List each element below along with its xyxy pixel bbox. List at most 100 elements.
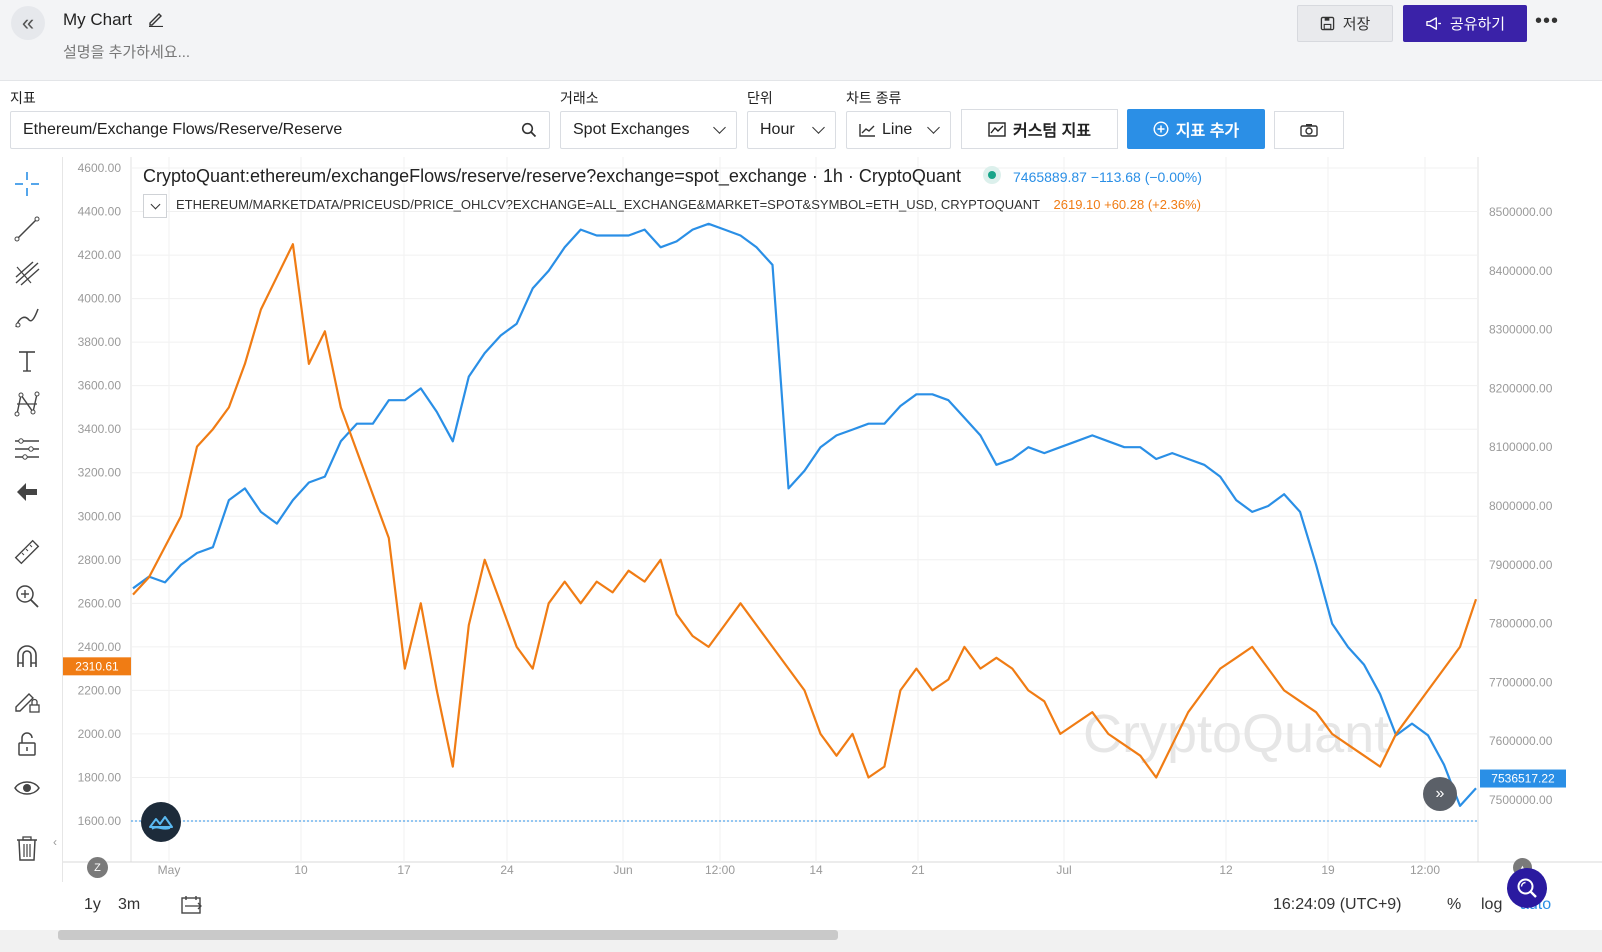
left-tick-label: 4200.00 (78, 248, 122, 262)
series-lines (132, 222, 1478, 808)
series1-name: CryptoQuant:ethereum/exchangeFlows/reser… (143, 166, 961, 186)
camera-icon (1300, 124, 1318, 137)
crosshair-icon[interactable] (10, 167, 44, 201)
pencil-icon[interactable] (148, 11, 164, 32)
left-tick-label: 1600.00 (78, 814, 122, 828)
x-tick-label: May (158, 863, 181, 877)
x-tick-label: 14 (809, 863, 823, 877)
x-tick-label: 17 (397, 863, 411, 877)
series1-legend[interactable]: CryptoQuant:ethereum/exchangeFlows/reser… (143, 166, 1202, 187)
pattern-tool-icon[interactable] (10, 387, 44, 421)
left-tick-label: 2400.00 (78, 640, 122, 654)
time-axis: May 10 17 24 Jun 12:00 14 21 Jul 12 19 12:00 (158, 863, 1441, 877)
right-tick-label: 8500000.00 (1489, 205, 1553, 219)
left-axis: 4600.00 4400.00 4200.00 4000.00 3800.00 3600.… (78, 161, 122, 828)
line-chart-icon (859, 124, 875, 137)
left-tick-label: 3600.00 (78, 379, 122, 393)
share-label: 공유하기 (1449, 16, 1506, 33)
scroll-to-realtime-button[interactable]: » (1423, 777, 1457, 811)
log-scale-button[interactable]: log (1481, 896, 1503, 913)
arrow-left-icon[interactable] (10, 475, 44, 509)
left-tick-label: 4600.00 (78, 161, 122, 175)
add-indicator-button[interactable]: 지표 추가 (1127, 109, 1265, 149)
left-tick-label: 2200.00 (78, 683, 122, 697)
range-1y-button[interactable]: 1y (84, 896, 101, 913)
live-status-icon (987, 171, 996, 180)
price-marker-bg (63, 657, 131, 676)
series1-value: 7465889.87 −113.68 (−0.00%) (1013, 169, 1202, 185)
ruler-icon[interactable] (10, 535, 44, 569)
right-tick-label: 8200000.00 (1489, 381, 1553, 395)
magnet-icon[interactable] (10, 639, 44, 673)
cryptoquant-logo-icon (141, 802, 181, 842)
left-tick-label: 4400.00 (78, 205, 122, 219)
search-icon[interactable] (521, 122, 537, 138)
left-tick-label: 2600.00 (78, 596, 122, 610)
clock-timezone[interactable]: 16:24:09 (UTC+9) (1273, 896, 1402, 913)
brush-icon[interactable] (10, 300, 44, 334)
right-tick-label: 8000000.00 (1489, 499, 1553, 513)
unit-select[interactable]: Hour (747, 111, 836, 149)
save-label: 저장 (1342, 16, 1371, 33)
collapse-toolbar-icon[interactable]: ‹ (53, 835, 57, 849)
x-tick-label: Jun (613, 863, 632, 877)
exchange-label: 거래소 (560, 90, 599, 106)
collapse-left-icon[interactable]: « (11, 6, 45, 40)
search-fab-button[interactable] (1507, 868, 1547, 908)
right-tick-label: 7700000.00 (1489, 675, 1553, 689)
scrollbar-thumb[interactable] (58, 930, 838, 940)
left-tick-label: 2000.00 (78, 727, 122, 741)
indicator-search-input[interactable]: Ethereum/Exchange Flows/Reserve/Reserve (10, 111, 550, 149)
unit-label: 단위 (747, 90, 773, 106)
more-icon[interactable]: ••• (1535, 10, 1560, 32)
timezone-badge[interactable]: Z (87, 857, 108, 878)
share-button[interactable]: 공유하기 (1403, 5, 1527, 42)
custom-indicator-label: 커스텀 지표 (1012, 123, 1092, 140)
right-tick-label: 7800000.00 (1489, 617, 1553, 631)
chevron-down-icon (150, 199, 160, 209)
text-tool-icon[interactable] (10, 344, 44, 378)
range-3m-button[interactable]: 3m (118, 896, 141, 913)
left-tick-label: 3200.00 (78, 466, 122, 480)
x-tick-label: 19 (1321, 863, 1335, 877)
trash-icon[interactable] (10, 831, 44, 865)
price-marker-label: 2310.61 (75, 659, 119, 673)
chart-type-value: Line (882, 121, 913, 138)
chart-canvas[interactable]: 4600.00 4400.00 4200.00 4000.00 3800.00 3600.… (63, 157, 1602, 882)
exchange-select[interactable]: Spot Exchanges (560, 111, 737, 149)
prediction-tool-icon[interactable] (10, 432, 44, 466)
description-input[interactable]: 설명을 추가하세요... (63, 44, 191, 61)
grid (63, 157, 1602, 863)
chart-box-icon (988, 121, 1006, 137)
date-range-icon[interactable] (181, 895, 203, 920)
search-icon (1517, 878, 1537, 898)
x-tick-label: Jul (1056, 863, 1071, 877)
lock-drawing-icon[interactable] (10, 683, 44, 717)
right-tick-label: 8100000.00 (1489, 440, 1553, 454)
trend-line-icon[interactable] (10, 212, 44, 246)
percent-scale-button[interactable]: % (1447, 896, 1462, 913)
indicator-value: Ethereum/Exchange Flows/Reserve/Reserve (23, 121, 343, 138)
left-tick-label: 4000.00 (78, 292, 122, 306)
megaphone-icon (1426, 17, 1441, 30)
left-tick-label: 3400.00 (78, 422, 122, 436)
chart-type-select[interactable]: Line (846, 111, 951, 149)
chevron-down-icon (713, 121, 726, 134)
unlock-icon[interactable] (10, 727, 44, 761)
zoom-in-icon[interactable] (10, 579, 44, 613)
reserve-series-line (132, 222, 1477, 808)
custom-indicator-button[interactable]: 커스텀 지표 (961, 109, 1118, 149)
chart-title[interactable]: My Chart (63, 10, 132, 29)
eye-icon[interactable] (10, 771, 44, 805)
save-button[interactable]: 저장 (1297, 5, 1393, 42)
series2-value: 2619.10 +60.28 (+2.36%) (1053, 197, 1201, 212)
save-icon (1320, 16, 1334, 31)
legend-collapse-button[interactable] (143, 194, 167, 218)
indicator-label: 지표 (10, 90, 36, 106)
right-tick-label: 8400000.00 (1489, 264, 1553, 278)
double-chevron-right-icon: » (1435, 785, 1445, 802)
fib-retracement-icon[interactable] (10, 256, 44, 290)
chevron-down-icon (812, 121, 825, 134)
screenshot-button[interactable] (1274, 111, 1344, 149)
series2-legend[interactable]: ETHEREUM/MARKETDATA/PRICEUSD/PRICE_OHLCV… (176, 197, 1201, 212)
